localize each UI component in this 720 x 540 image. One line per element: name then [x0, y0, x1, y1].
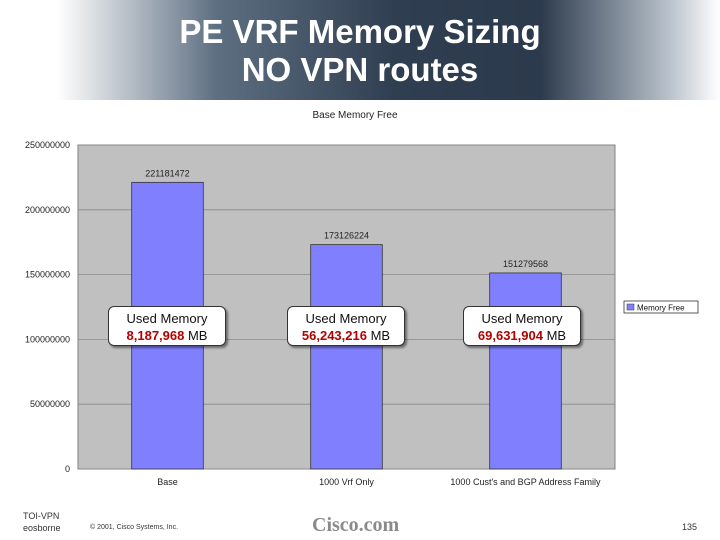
y-tick-label: 200000000: [25, 205, 70, 215]
callout-unit: MB: [366, 328, 391, 343]
bar: [310, 244, 383, 470]
x-axis: Base 1000 Vrf Only 1000 Cust's and BGP Add…: [157, 477, 601, 487]
x-tick-label: 1000 Cust's and BGP Address Family: [450, 477, 601, 487]
bar: [489, 272, 562, 470]
bar-chart: 0 50000000 100000000 150000000 200000000 2500…: [25, 110, 699, 487]
bar-value-label: 151279568: [503, 259, 548, 269]
callout-unit: MB: [542, 328, 567, 343]
used-memory-callout-bgp: Used Memory 69,631,904 MB: [463, 306, 581, 346]
callout-unit: MB: [184, 328, 208, 343]
y-tick-label: 50000000: [30, 399, 70, 409]
used-memory-callout-base: Used Memory 8,187,968 MB: [108, 306, 226, 346]
chart-title: Base Memory Free: [312, 110, 397, 121]
slide-subtitle: NO VPN routes: [241, 51, 479, 88]
slide-title: PE VRF Memory Sizing: [179, 13, 541, 50]
page-number: 135: [682, 522, 698, 532]
bar-value-label: 221181472: [145, 168, 189, 178]
callout-value: 56,243,216: [301, 328, 367, 343]
title-banner: PE VRF Memory Sizing NO VPN routes: [0, 0, 720, 100]
used-memory-callout-vrf: Used Memory 56,243,216 MB: [287, 306, 405, 346]
callout-label: Used Memory: [126, 311, 208, 326]
cisco-logo: Cisco.com: [312, 514, 400, 536]
footer-copyright: © 2001, Cisco Systems, Inc.: [90, 524, 179, 531]
legend-swatch: [626, 303, 635, 311]
footer-course-code: TOI-VPN: [23, 511, 60, 521]
legend-label: Memory Free: [637, 304, 685, 313]
x-tick-label: 1000 Vrf Only: [319, 477, 374, 487]
y-tick-label: 100000000: [25, 334, 70, 344]
y-tick-label: 250000000: [25, 140, 70, 150]
y-tick-label: 0: [65, 464, 70, 474]
y-tick-label: 150000000: [25, 270, 70, 280]
callout-value: 69,631,904: [477, 328, 543, 343]
callout-label: Used Memory: [305, 311, 387, 326]
legend: Memory Free: [623, 300, 699, 314]
data-labels: 221181472 173126224 151279568: [145, 168, 548, 269]
bar-value-label: 173126224: [324, 231, 369, 241]
legend-box: [623, 300, 699, 314]
callout-label: Used Memory: [481, 311, 563, 326]
callout-value: 8,187,968: [126, 328, 185, 343]
footer-author: eosborne: [23, 523, 61, 533]
x-tick-label: Base: [157, 477, 178, 487]
y-axis: 0 50000000 100000000 150000000 200000000 2500…: [25, 140, 70, 474]
